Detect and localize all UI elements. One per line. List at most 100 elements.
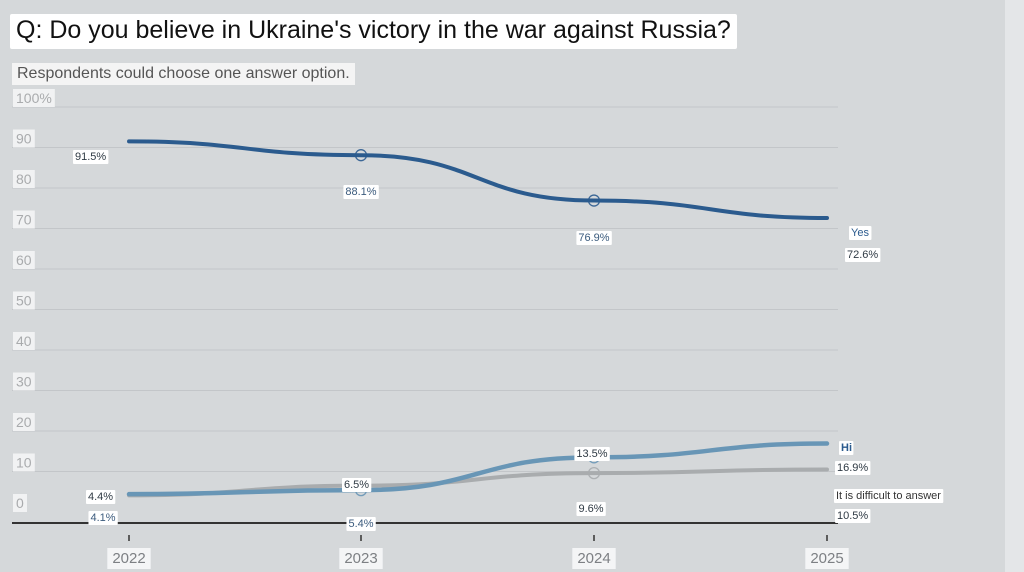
y-tick-label: 60 [16, 252, 32, 268]
data-label-yes-bg [73, 150, 109, 164]
y-tick-box: 100% [13, 89, 55, 107]
data-label-yes: 76.9% [578, 232, 609, 244]
x-tick-bg [805, 548, 849, 569]
data-labels: 91.5% 88.1% 76.9% 72.6% 4.4% 5.4% 13.5% 16.9% 4.… [73, 150, 881, 531]
data-label-difficult: 4.1% [90, 512, 115, 524]
y-tick-box: 70 [13, 210, 35, 229]
y-tick-label: 30 [16, 374, 32, 390]
y-tick-bg [13, 291, 35, 310]
series-label-yes-box: Yes [849, 226, 872, 240]
x-tick-label: 2023 [344, 550, 377, 567]
data-label-difficult-bg [835, 509, 871, 523]
data-label-no-bg [346, 517, 376, 531]
y-tick-bg [13, 251, 35, 269]
series-label-no-bg [839, 441, 854, 455]
data-label-no-bg [86, 490, 116, 504]
right-edge-strip [1005, 0, 1024, 572]
y-axis-ticks: 0 10 20 30 40 50 60 70 80 90 100% [13, 89, 55, 512]
x-tick-box: 2024 [572, 548, 616, 569]
data-label-difficult-box: 9.6% [576, 502, 606, 516]
y-tick-label: 0 [16, 495, 24, 511]
series-label-difficult-bg [834, 489, 944, 503]
y-tick-box: 30 [13, 372, 35, 391]
data-label-no-bg [574, 447, 610, 461]
data-label-yes-box: 88.1% [343, 185, 379, 199]
x-tick-bg [107, 548, 151, 569]
y-tick-bg [13, 494, 27, 512]
y-tick-box: 0 [13, 494, 27, 512]
y-tick-bg [13, 89, 55, 107]
series-label-yes-bg [849, 226, 872, 240]
x-axis-ticks: 2022 2023 2024 2025 [107, 535, 849, 569]
series-markers [354, 149, 601, 497]
data-label-yes-box: 76.9% [576, 231, 612, 245]
y-tick-bg [13, 372, 35, 391]
data-label-yes-box: 91.5% [73, 150, 109, 164]
data-label-difficult-bg [88, 511, 118, 525]
y-tick-box: 40 [13, 332, 35, 350]
series-line-yes [127, 139, 829, 220]
data-label-yes-bg [343, 185, 379, 199]
data-label-no: 13.5% [576, 448, 607, 460]
chart-title: Q: Do you believe in Ukraine's victory i… [10, 14, 737, 49]
data-label-yes: 72.6% [847, 249, 878, 261]
data-label-difficult-box: 10.5% [835, 509, 871, 523]
y-tick-box: 20 [13, 413, 35, 431]
data-label-no-box: 16.9% [835, 461, 871, 475]
data-label-yes-box: 72.6% [845, 248, 881, 262]
y-tick-bg [13, 129, 35, 148]
data-label-difficult-bg [342, 478, 372, 492]
data-label-yes: 91.5% [75, 151, 106, 163]
series-label-difficult-box: It is difficult to answer [834, 489, 944, 503]
data-label-no-box: 5.4% [346, 517, 376, 531]
data-label-no-box: 13.5% [574, 447, 610, 461]
y-tick-box: 10 [13, 453, 35, 472]
y-tick-label: 20 [16, 414, 32, 430]
marker-yes [354, 149, 368, 162]
x-tick-label: 2024 [577, 550, 610, 567]
data-label-difficult: 9.6% [578, 503, 603, 515]
y-tick-label: 70 [16, 212, 32, 228]
series-label-difficult: It is difficult to answer [836, 490, 941, 502]
data-label-no: 5.4% [348, 518, 373, 530]
y-tick-bg [13, 170, 35, 188]
marker-difficult [587, 466, 601, 480]
y-tick-label: 50 [16, 293, 32, 309]
y-tick-box: 50 [13, 291, 35, 310]
data-label-yes: 88.1% [345, 186, 376, 198]
x-tick-box: 2022 [107, 548, 151, 569]
y-tick-bg [13, 453, 35, 472]
series-label-no: Hi [841, 442, 852, 454]
y-tick-label: 40 [16, 333, 32, 349]
x-tick-bg [572, 548, 616, 569]
y-tick-box: 80 [13, 170, 35, 188]
y-tick-bg [13, 413, 35, 431]
data-label-no: 16.9% [837, 462, 868, 474]
y-tick-label: 90 [16, 131, 32, 147]
grid-lines [12, 106, 838, 472]
data-label-difficult-box: 4.1% [88, 511, 118, 525]
x-tick-box: 2023 [339, 548, 383, 569]
y-tick-label: 80 [16, 171, 32, 187]
y-tick-bg [13, 332, 35, 350]
chart-subtitle: Respondents could choose one answer opti… [12, 63, 355, 85]
x-tick-label: 2022 [112, 550, 145, 567]
x-tick-bg [339, 548, 383, 569]
x-tick-label: 2025 [810, 550, 843, 567]
y-tick-bg [13, 210, 35, 229]
y-tick-box: 90 [13, 129, 35, 148]
data-label-yes-bg [576, 231, 612, 245]
marker-yes [587, 194, 601, 207]
x-tick-box: 2025 [805, 548, 849, 569]
data-label-difficult: 10.5% [837, 510, 868, 522]
series-lines [126, 139, 830, 498]
series-label-yes: Yes [851, 227, 869, 239]
data-label-no-bg [835, 461, 871, 475]
y-tick-label: 100% [16, 90, 52, 106]
data-label-no: 4.4% [88, 491, 113, 503]
series-label-no-box: Hi [839, 441, 854, 455]
data-label-no-box: 4.4% [86, 490, 116, 504]
data-label-difficult-bg [576, 502, 606, 516]
data-label-difficult: 6.5% [344, 479, 369, 491]
y-tick-label: 10 [16, 455, 32, 471]
